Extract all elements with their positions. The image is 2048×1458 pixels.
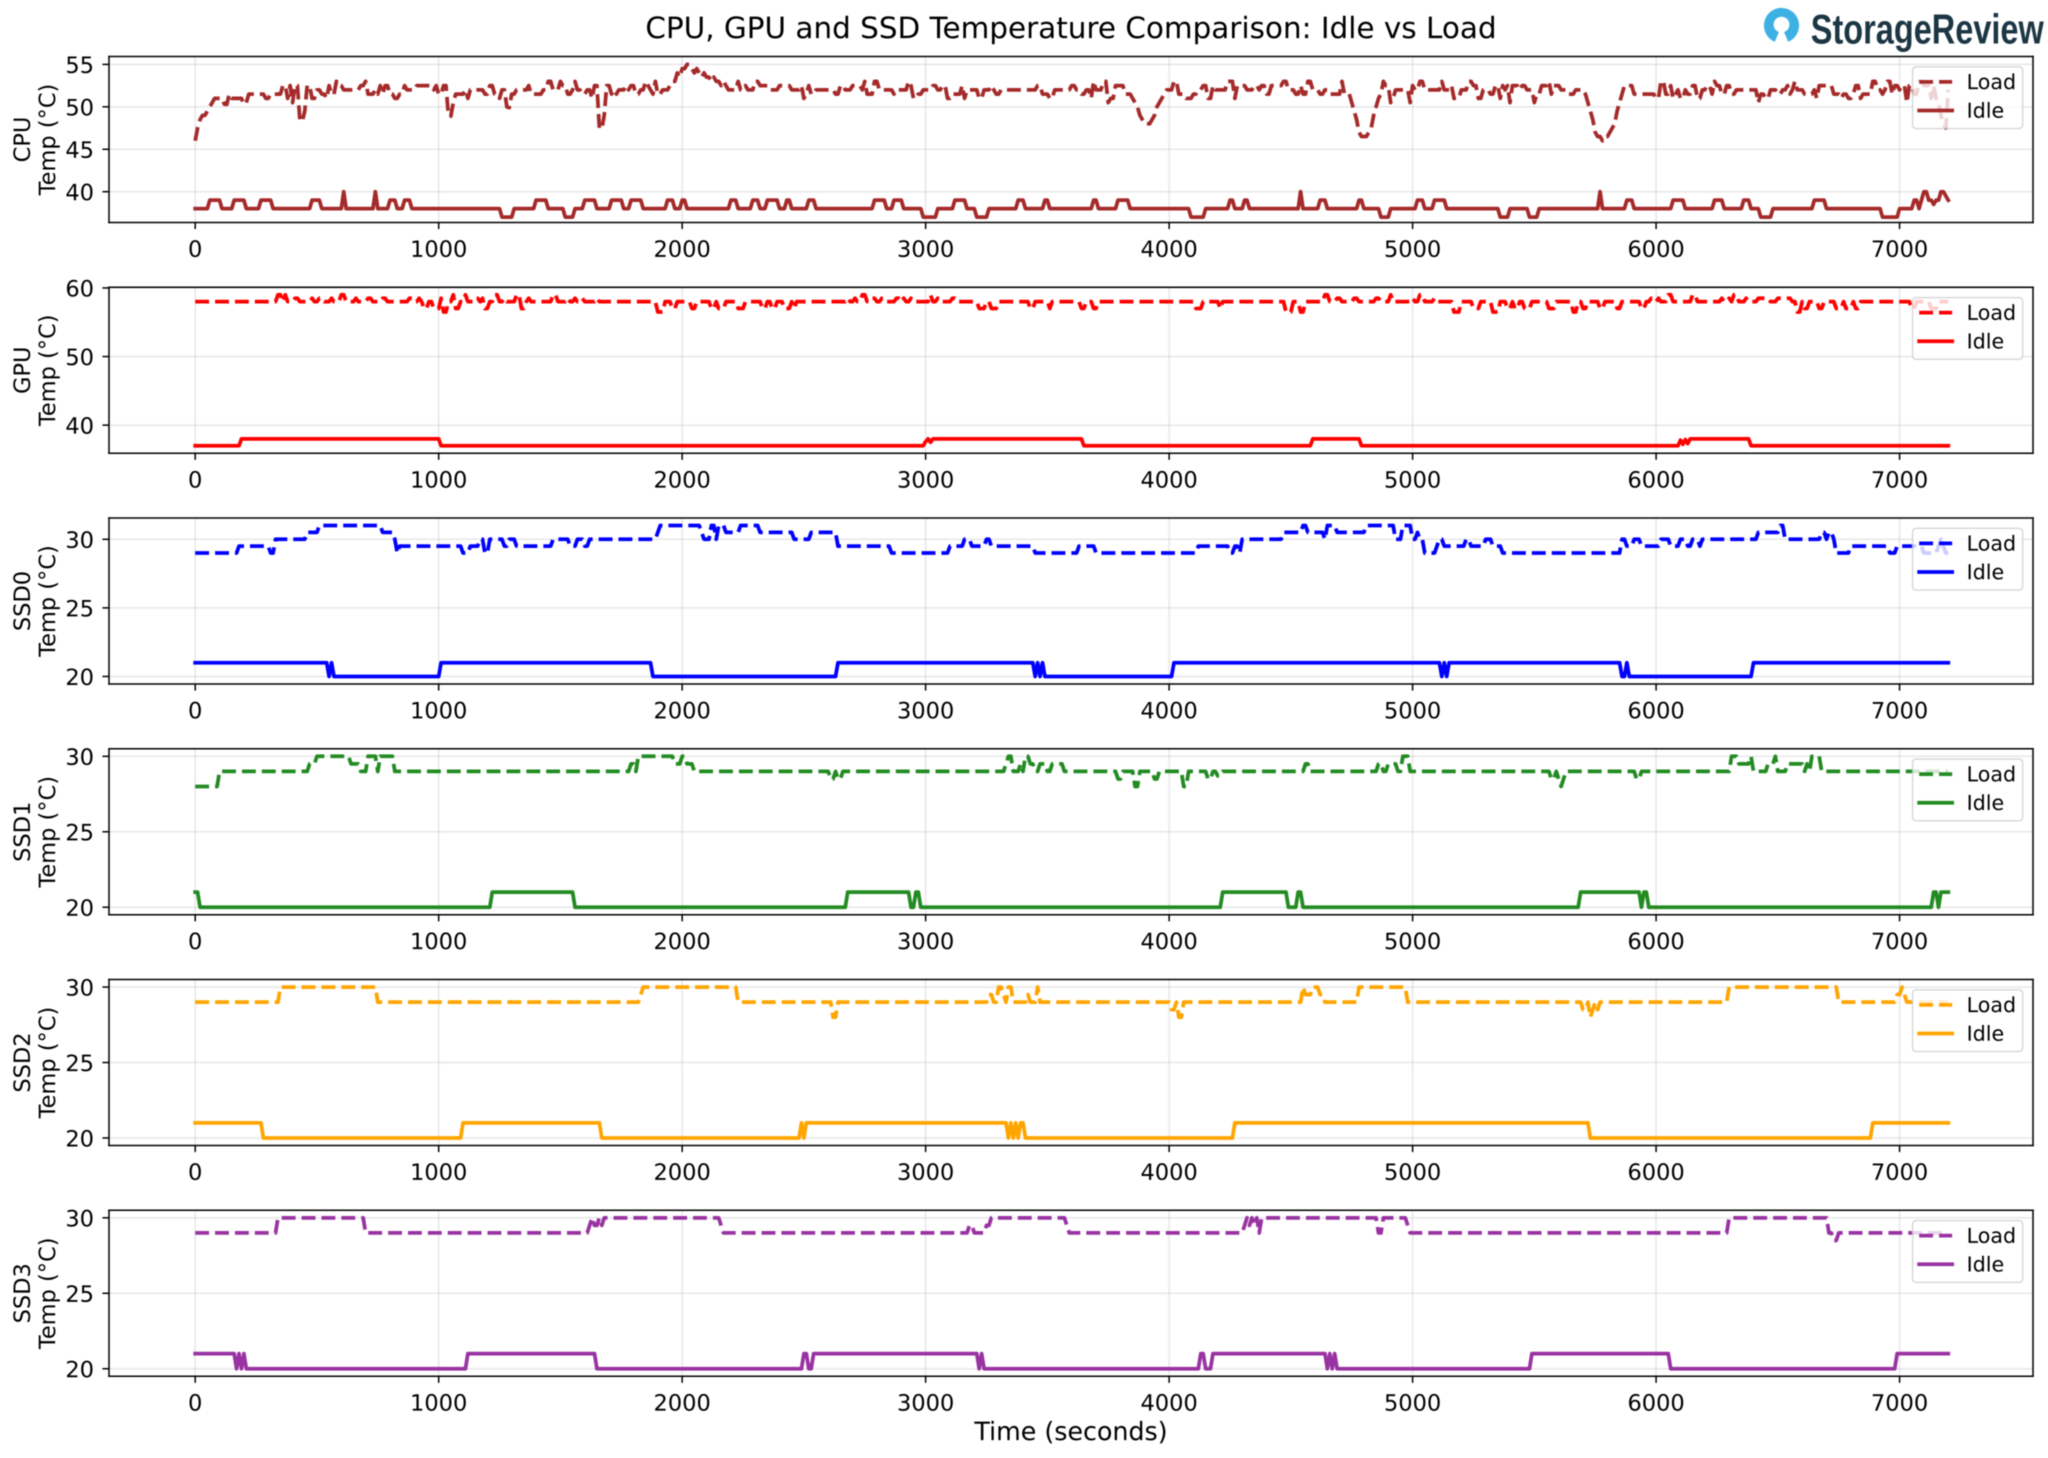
svg-text:StorageReview: StorageReview bbox=[1811, 6, 2045, 53]
